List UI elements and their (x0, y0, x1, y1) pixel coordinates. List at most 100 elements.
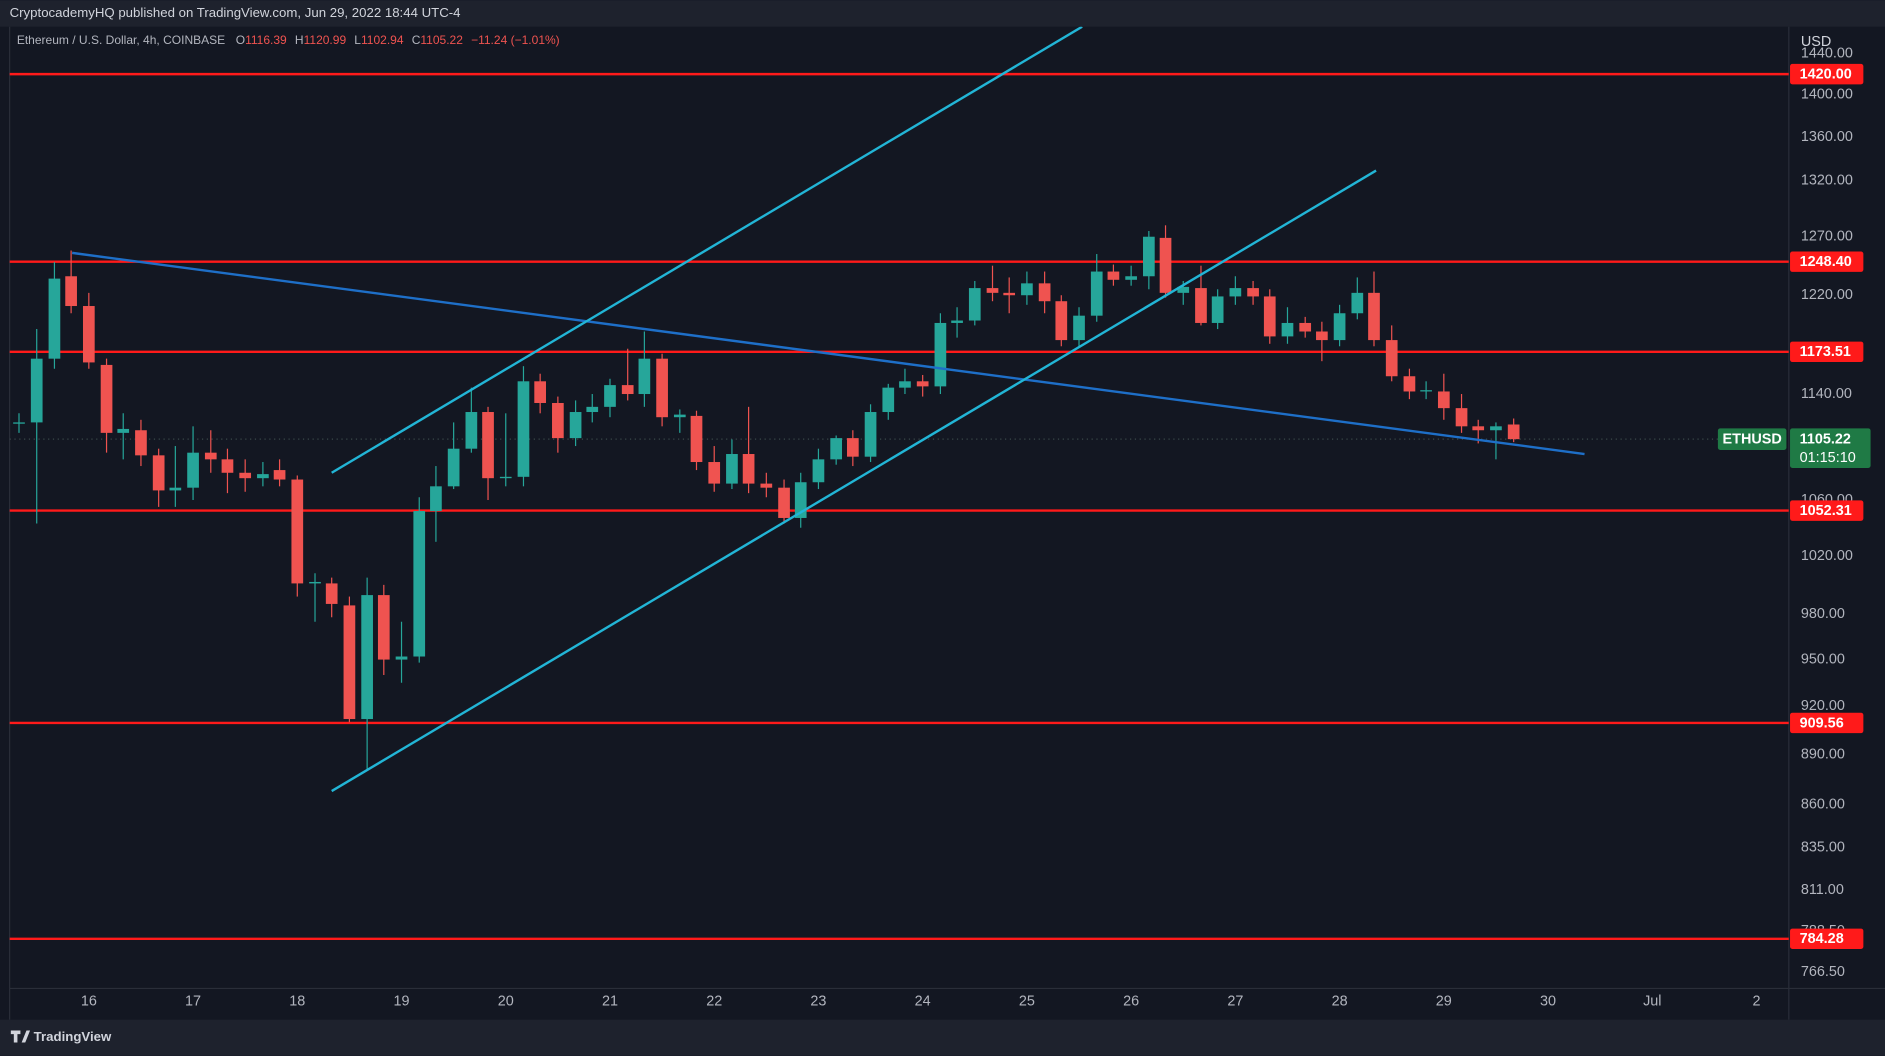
candle-body (1021, 283, 1033, 296)
level-label-box (1790, 712, 1864, 734)
candle-body (968, 288, 981, 321)
legend-value: 1105.22 (420, 33, 463, 47)
y-tick-label: 860.00 (1801, 796, 1845, 812)
x-tick-label: 2 (1753, 993, 1761, 1009)
y-tick-label: 1440.00 (1801, 46, 1853, 62)
last-price-box (1790, 428, 1871, 469)
y-tick-label: 980.00 (1801, 606, 1845, 622)
candle-body (638, 358, 651, 395)
trendline (331, 169, 1377, 793)
candle-body (1125, 276, 1137, 280)
candle-body (621, 385, 634, 395)
candle-body (726, 454, 738, 484)
candle-body (1177, 286, 1190, 293)
candle-body (325, 583, 338, 604)
candle-body (742, 454, 755, 484)
candle-body (447, 448, 460, 487)
legend-key: L (354, 33, 361, 47)
candle-body (1055, 301, 1068, 341)
level-label-box (1790, 341, 1864, 363)
candle-body (690, 415, 703, 463)
candle-body (343, 605, 356, 720)
footer-bar (0, 1019, 1885, 1056)
x-tick-label: Jul (1643, 993, 1661, 1009)
level-label-box (1790, 63, 1864, 85)
candle-body (273, 470, 286, 480)
legend: Ethereum / U.S. Dollar, 4h, COINBASE O11… (17, 33, 560, 47)
level-label: 1248.40 (1800, 254, 1852, 270)
candle-body (1368, 292, 1380, 341)
currency: USD (1801, 34, 1831, 50)
candle-body (1090, 271, 1103, 316)
candle-body (65, 276, 77, 307)
candle-body (604, 385, 616, 407)
candle-body (1195, 288, 1207, 323)
candle-body (395, 656, 408, 660)
candle-body (48, 278, 61, 359)
x-tick-label: 16 (81, 993, 97, 1009)
candle-body (864, 412, 877, 457)
candle-body (1420, 390, 1432, 392)
symbol-label-box (1717, 428, 1787, 450)
candle-body (534, 381, 546, 403)
y-tick-label: 950.00 (1801, 651, 1845, 667)
axes: 1440.00 1400.00 1360.00 1320.00 1270.00 1220.… (81, 46, 1871, 1009)
candle-body (812, 459, 825, 483)
header: CryptocademyHQ published on TradingView.… (10, 5, 461, 20)
legend-value: 1120.99 (304, 33, 347, 47)
legend-change: −11.24 (−1.01%) (471, 33, 560, 47)
y-tick-label: 1400.00 (1801, 87, 1853, 103)
candle-body (465, 412, 478, 449)
candle-body (1316, 331, 1328, 341)
candle-body (1003, 292, 1016, 296)
trendline (331, 26, 1083, 474)
candle-body (291, 479, 304, 584)
candle-body (899, 381, 911, 388)
candle-body (934, 322, 947, 387)
y-tick-label: 1220.00 (1801, 287, 1853, 303)
candle-body (656, 358, 668, 418)
candle-body (1299, 322, 1312, 332)
candle-body (187, 452, 199, 488)
x-tick-label: 21 (602, 993, 618, 1009)
candle-body (1159, 237, 1172, 293)
candle-body (135, 430, 147, 456)
legend-key: C (412, 33, 421, 47)
candle-body (569, 412, 582, 439)
candle-body (951, 320, 963, 323)
symbol-label: ETHUSD (1723, 432, 1782, 448)
level-label-box (1790, 500, 1864, 521)
candle-body (169, 487, 182, 491)
candle-body (309, 581, 321, 584)
candle-body (830, 438, 843, 460)
candle-body (117, 428, 130, 433)
candle-body (221, 459, 234, 473)
level-label: 784.28 (1800, 931, 1844, 947)
level-label-box (1790, 251, 1864, 272)
x-tick-label: 29 (1436, 993, 1452, 1009)
candle-body (13, 422, 25, 424)
candle-body (1143, 236, 1155, 277)
level-label-box (1790, 928, 1864, 950)
level-label: 909.56 (1800, 715, 1844, 731)
header-bar (0, 0, 1885, 27)
candle-body (1281, 322, 1294, 337)
candle-body (1490, 426, 1502, 431)
candle-body (1351, 292, 1364, 314)
x-tick-label: 17 (185, 993, 201, 1009)
candle-body (1333, 313, 1346, 341)
candle-body (430, 486, 442, 512)
y-tick-label: 1020.00 (1801, 548, 1853, 564)
candle-body (673, 414, 686, 418)
candle-body (257, 474, 269, 479)
candle-body (499, 476, 512, 479)
x-tick-label: 18 (289, 993, 305, 1009)
x-tick-label: 26 (1123, 993, 1139, 1009)
x-tick-label: 23 (810, 993, 826, 1009)
candle-body (1472, 426, 1485, 431)
candle-body (1211, 296, 1224, 323)
candle-body (361, 595, 373, 720)
candle-body (794, 482, 807, 518)
